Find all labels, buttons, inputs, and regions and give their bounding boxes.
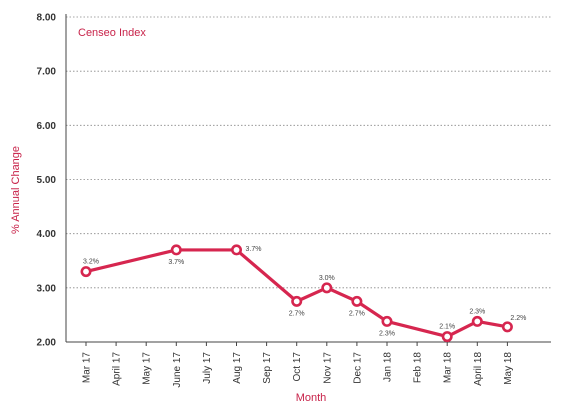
data-point — [231, 244, 243, 256]
data-label: 2.2% — [510, 315, 526, 322]
data-point — [471, 315, 483, 327]
series-censeo-index — [80, 244, 513, 343]
y-tick-label: 5.00 — [37, 175, 57, 186]
x-tick-label: July 17 — [202, 352, 213, 384]
x-axis: Mar 17 April 17 May 17 June 17 July 17 Aug 17… — [66, 341, 551, 388]
data-point — [321, 282, 333, 294]
x-tick-label: Sep 17 — [262, 352, 273, 384]
y-tick-label: 6.00 — [37, 121, 57, 132]
data-point — [291, 295, 303, 307]
data-label: 3.7% — [246, 246, 262, 253]
x-tick-label: May 17 — [142, 352, 153, 385]
data-point — [80, 266, 92, 278]
x-tick-label: Oct 17 — [292, 352, 303, 382]
data-point — [381, 315, 393, 327]
x-tick-label: Mar 17 — [82, 352, 93, 384]
data-label: 3.0% — [319, 275, 335, 282]
data-point — [501, 321, 513, 333]
y-tick-label: 7.00 — [37, 67, 57, 78]
data-label: 2.3% — [379, 330, 395, 337]
x-tick-label: Nov 17 — [322, 352, 333, 384]
y-tick-label: 3.00 — [37, 283, 57, 294]
x-tick-label: April 17 — [112, 352, 123, 386]
x-tick-label: June 17 — [172, 352, 183, 388]
data-labels: 3.2% 3.7% 3.7% 2.7% 3.0% 2.7% 2.3% 2.1% 2.3% 2.2% — [83, 246, 526, 337]
data-label: 3.7% — [168, 259, 184, 266]
legend-label: Censeo Index — [78, 27, 146, 39]
x-tick-label: Aug 17 — [232, 352, 243, 384]
data-point — [441, 331, 453, 343]
data-point — [170, 244, 182, 256]
data-label: 2.7% — [289, 310, 305, 317]
y-tick-label: 4.00 — [37, 229, 57, 240]
x-tick-label: Jan 18 — [383, 352, 394, 382]
data-label: 3.2% — [83, 259, 99, 266]
x-tick-label: Dec 17 — [352, 352, 363, 384]
y-tick-label: 8.00 — [37, 13, 57, 24]
x-tick-label: Feb 18 — [413, 352, 424, 384]
gridlines — [66, 16, 551, 289]
y-axis-title: % Annual Change — [10, 146, 22, 234]
data-label: 2.7% — [349, 310, 365, 317]
series-line — [85, 248, 508, 339]
data-label: 2.1% — [439, 324, 455, 331]
data-point — [351, 295, 363, 307]
x-axis-title: Month — [296, 392, 327, 404]
y-axis: 2.00 3.00 4.00 5.00 6.00 7.00 8.00 — [37, 13, 67, 349]
x-tick-label: May 18 — [503, 352, 514, 385]
data-label: 2.3% — [469, 308, 485, 315]
x-tick-label: Mar 18 — [443, 352, 454, 384]
y-tick-label: 2.00 — [37, 338, 57, 349]
x-tick-label: April 18 — [473, 352, 484, 386]
